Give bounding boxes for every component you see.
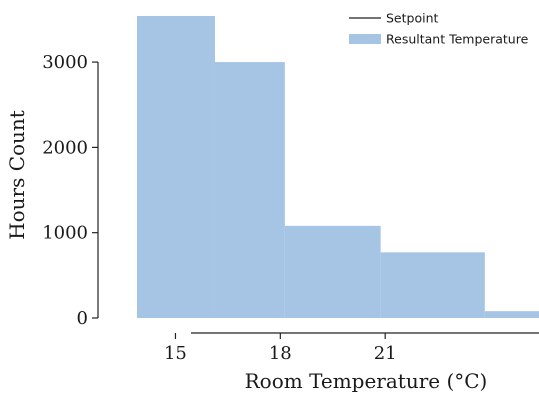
y-tick-label: 2000 xyxy=(42,137,88,158)
legend-label: Resultant Temperature xyxy=(386,32,529,47)
histogram-bar xyxy=(137,16,215,318)
y-axis-ticks: 0 1000 2000 3000 xyxy=(42,52,98,329)
histogram-bar xyxy=(214,62,285,318)
x-tick-label: 21 xyxy=(374,343,397,364)
x-axis-ticks: 15 18 21 xyxy=(164,333,397,364)
x-tick-label: 15 xyxy=(164,343,187,364)
histogram-bar xyxy=(284,225,381,318)
histogram-bar xyxy=(380,252,485,318)
histogram-bars xyxy=(137,16,539,318)
y-tick-label: 1000 xyxy=(42,223,88,244)
x-tick-label: 18 xyxy=(269,343,292,364)
legend: Setpoint Resultant Temperature xyxy=(349,11,529,47)
x-axis-title: Room Temperature (°C) xyxy=(245,369,488,393)
legend-patch-swatch xyxy=(349,34,381,44)
y-tick-label: 3000 xyxy=(42,52,88,73)
y-axis-title: Hours Count xyxy=(5,110,29,240)
histogram-bar xyxy=(484,311,539,318)
legend-label: Setpoint xyxy=(386,11,439,26)
y-tick-label: 0 xyxy=(77,308,88,329)
